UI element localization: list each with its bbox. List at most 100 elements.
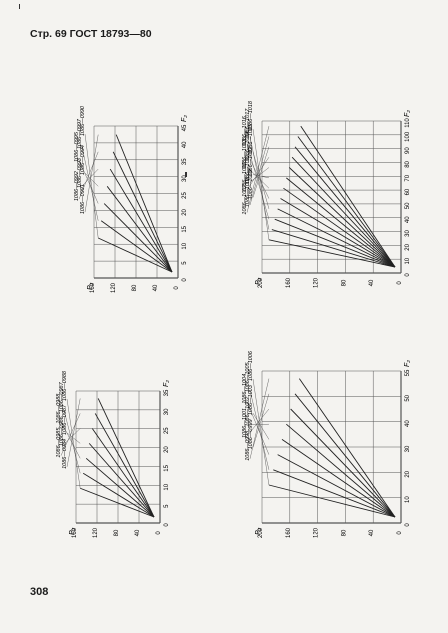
ink-mark [19, 4, 20, 9]
x-tick-label: 30 [405, 230, 411, 237]
line-label: 1086—0999 [248, 419, 254, 449]
x-tick-label: 40 [405, 216, 411, 223]
y-tick-label: 160 [72, 527, 78, 538]
y-tick-label: 40 [369, 529, 375, 536]
y-tick-label: 0 [397, 281, 403, 285]
x-tick-label: 5 [164, 504, 170, 508]
y-tick-label: 120 [111, 282, 117, 293]
characteristic-line [115, 134, 173, 273]
x-tick-label: 35 [164, 389, 170, 396]
leader-line [246, 157, 270, 190]
characteristic-line [273, 469, 396, 518]
y-axis-label: P₂ [87, 282, 94, 290]
characteristic-line [283, 187, 396, 268]
line-label: 1086—1008 [245, 176, 251, 207]
y-tick-label: 120 [93, 527, 99, 538]
y-axis-label: P₂ [255, 527, 262, 535]
characteristic-line [290, 408, 396, 518]
y-tick-label: 0 [397, 531, 403, 535]
leader-line [63, 410, 81, 474]
x-tick-label: 10 [405, 496, 411, 503]
line-label: 1086—1002 [245, 397, 251, 427]
x-tick-label: 20 [405, 470, 411, 477]
characteristic-line [98, 237, 173, 273]
line-label: 1086—0995 [74, 131, 80, 162]
characteristic-line [294, 393, 396, 518]
y-tick-label: 40 [369, 279, 375, 286]
leader-line [60, 413, 81, 456]
x-tick-label: 30 [164, 408, 170, 415]
x-tick-label: 110 [405, 118, 411, 128]
y-tick-label: 80 [341, 279, 347, 286]
characteristic-line [288, 167, 396, 268]
line-label: 1086—0985 [56, 427, 62, 458]
leader-line [249, 378, 270, 459]
x-tick-label: 40 [405, 420, 411, 427]
page-number: 308 [30, 586, 49, 598]
line-label: 1086—0998 [245, 430, 251, 461]
x-tick-label: 10 [182, 242, 188, 249]
leader-line [66, 398, 81, 467]
leader-line [84, 134, 99, 213]
characteristic-line [271, 229, 396, 268]
line-label: 1086—1011 [245, 155, 251, 185]
y-tick-label: 80 [341, 529, 347, 536]
line-label: 1086—1018 [248, 100, 254, 131]
characteristic-line [94, 413, 155, 518]
characteristic-line [82, 472, 155, 518]
characteristic-line [300, 125, 396, 268]
y-tick-label: 80 [114, 529, 120, 536]
x-tick-label: 80 [405, 160, 411, 167]
characteristic-line [298, 378, 396, 518]
x-tick-label: 50 [405, 202, 411, 209]
x-tick-label: 0 [182, 278, 188, 282]
line-label: 1086—0991 [80, 184, 86, 214]
line-label: 1086—1004 [242, 374, 248, 404]
line-label: 1086—0994 [80, 145, 86, 175]
characteristic-line [291, 156, 396, 268]
leader-line [249, 167, 270, 183]
y-tick-label: 40 [135, 529, 141, 536]
line-label: 1086—1007 [242, 184, 248, 215]
x-tick-label: 55 [405, 369, 411, 376]
y-tick-label: 0 [156, 531, 162, 535]
x-axis-label: F₂ [404, 360, 411, 367]
leader-line [252, 393, 270, 448]
characteristic-line [80, 487, 155, 518]
x-tick-label: 30 [405, 445, 411, 452]
line-label: 1086—1005 [245, 361, 251, 392]
x-tick-label: 0 [405, 273, 411, 277]
x-tick-label: 20 [182, 208, 188, 215]
line-label: 1086—1017 [245, 108, 251, 139]
characteristic-line [97, 398, 155, 518]
leader-line [246, 166, 270, 189]
leader-line [60, 421, 81, 459]
leader-line [81, 168, 99, 187]
line-label: 1086—1001 [242, 408, 248, 438]
nomogram-top-left: 0 40 80 120 160 0 5 10 15 20 25 30 35 40 45 P₂ F₂ 1086—09… [74, 105, 188, 293]
x-tick-label: 50 [405, 394, 411, 401]
characteristic-line [281, 439, 396, 518]
y-axis-label: P₂ [69, 527, 76, 535]
y-tick-label: 80 [132, 284, 138, 291]
x-tick-label: 100 [405, 131, 411, 142]
leader-line [252, 174, 269, 179]
line-label: 1086—1014 [245, 131, 251, 161]
characteristic-line [268, 484, 396, 518]
ink-mark [185, 172, 187, 177]
line-label: 1086—1003 [248, 384, 254, 415]
leader-line [78, 151, 99, 200]
leader-line [246, 126, 270, 213]
line-label: 1086—0988 [56, 393, 62, 424]
y-tick-label: 40 [153, 284, 159, 291]
y-tick-label: 0 [174, 286, 180, 290]
line-label: 1086—1013 [242, 138, 248, 169]
x-tick-label: 10 [164, 483, 170, 490]
x-axis-label: F₂ [181, 115, 188, 122]
line-label: 1086—0988 [62, 370, 68, 401]
line-label: 1086—0987 [62, 404, 68, 435]
line-label: 1086—0987 [59, 381, 65, 412]
leader-line [246, 401, 270, 455]
nomogram-body: 0 40 80 120 160 200 0 10 20 30 40 50 55 P₂ F₂ 1086—1006… [242, 350, 411, 538]
nomogram-top-right: 0 40 80 120 160 200 0 10 20 30 40 50 60 70 80 90 100 110 P… [242, 100, 411, 288]
